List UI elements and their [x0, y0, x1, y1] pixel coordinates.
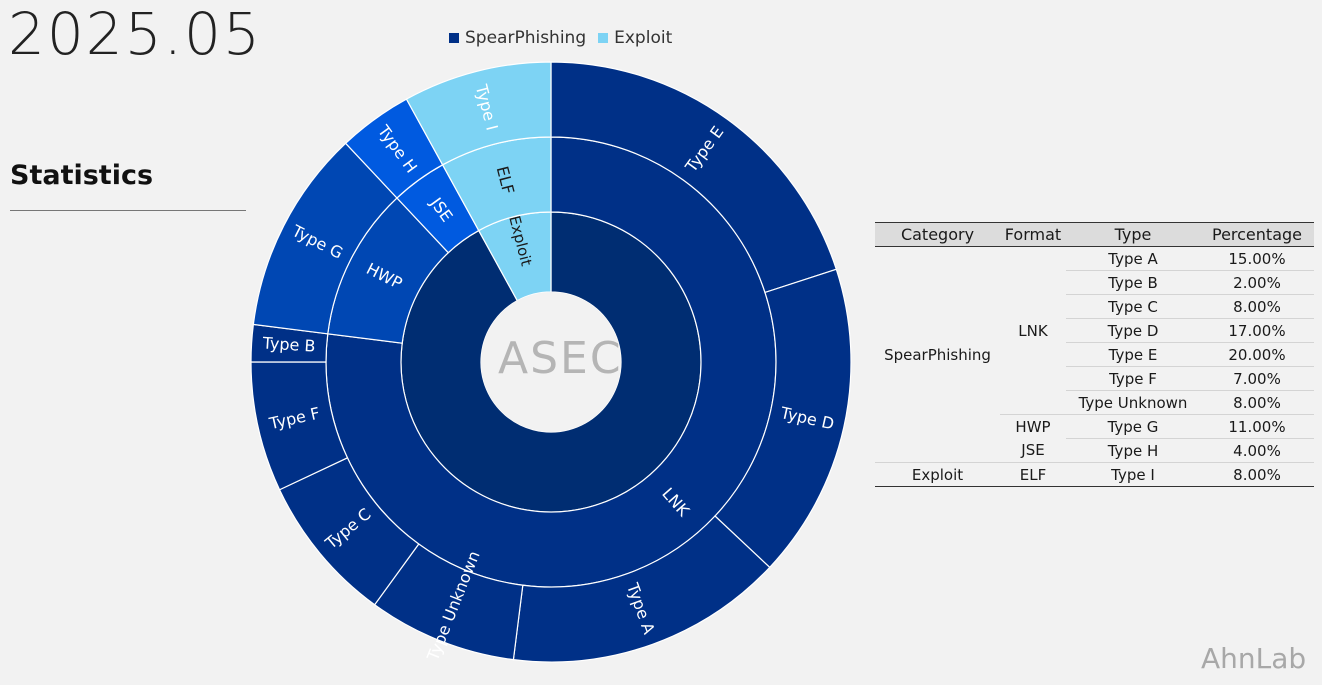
table-row: Type F 7.00%: [875, 366, 1314, 391]
table-row: Type D 17.00%: [875, 318, 1314, 343]
type-cell: Type D: [1066, 318, 1200, 343]
type-cell: Type C: [1066, 294, 1200, 319]
table-row: JSE Type H 4.00%: [875, 438, 1314, 463]
header-category: Category: [875, 222, 1000, 247]
table-row: Exploit ELF Type I 8.00%: [875, 462, 1314, 487]
table-row: Type E 20.00%: [875, 342, 1314, 367]
percentage-cell: 15.00%: [1200, 246, 1314, 271]
asec-watermark: ASEC: [498, 333, 623, 384]
chart-center-hole: [481, 292, 621, 432]
format-cell: ELF: [1000, 462, 1066, 487]
type-cell: Type G: [1066, 414, 1200, 439]
chart-legend: SpearPhishing Exploit: [449, 28, 672, 48]
percentage-cell: 7.00%: [1200, 366, 1314, 391]
statistics-table: Category Format Type Percentage SpearPhi…: [875, 222, 1314, 487]
format-cell: LNK: [1000, 246, 1066, 415]
percentage-cell: 2.00%: [1200, 270, 1314, 295]
type-cell: Type H: [1066, 438, 1200, 463]
legend-item-spearphishing: SpearPhishing: [449, 28, 586, 48]
table-row: Type C 8.00%: [875, 294, 1314, 319]
percentage-cell: 17.00%: [1200, 318, 1314, 343]
format-cell: JSE: [1000, 438, 1066, 463]
type-cell: Type F: [1066, 366, 1200, 391]
type-cell: Type A: [1066, 246, 1200, 271]
table-row: Type B 2.00%: [875, 270, 1314, 295]
type-cell: Type I: [1066, 462, 1200, 487]
percentage-cell: 8.00%: [1200, 462, 1314, 487]
table-row: Type Unknown 8.00%: [875, 390, 1314, 415]
legend-swatch: [598, 33, 609, 43]
percentage-cell: 11.00%: [1200, 414, 1314, 439]
header-type: Type: [1066, 222, 1200, 247]
type-segment: [405, 61, 552, 166]
ahnlab-logo: AhnLab: [1201, 642, 1307, 675]
format-cell: HWP: [1000, 414, 1066, 439]
type-cell: Type E: [1066, 342, 1200, 367]
category-cell: SpearPhishing: [875, 246, 1000, 463]
type-label-type-b: Type B: [261, 333, 316, 355]
type-cell: Type Unknown: [1066, 390, 1200, 415]
type-cell: Type B: [1066, 270, 1200, 295]
table-header-row: Category Format Type Percentage: [875, 222, 1314, 247]
percentage-cell: 8.00%: [1200, 294, 1314, 319]
header-format: Format: [1000, 222, 1066, 247]
legend-item-exploit: Exploit: [598, 28, 672, 48]
category-cell: Exploit: [875, 462, 1000, 487]
section-title: Statistics: [10, 160, 154, 191]
legend-label: Exploit: [614, 28, 673, 48]
section-divider: [10, 210, 246, 211]
percentage-cell: 8.00%: [1200, 390, 1314, 415]
report-date: 2025.05: [8, 0, 262, 68]
header-percentage: Percentage: [1200, 222, 1314, 247]
table-row: HWP Type G 11.00%: [875, 414, 1314, 439]
table-row: SpearPhishing LNK Type A 15.00%: [875, 246, 1314, 463]
percentage-cell: 4.00%: [1200, 438, 1314, 463]
legend-label: SpearPhishing: [465, 28, 587, 48]
legend-swatch: [449, 33, 459, 43]
percentage-cell: 20.00%: [1200, 342, 1314, 367]
